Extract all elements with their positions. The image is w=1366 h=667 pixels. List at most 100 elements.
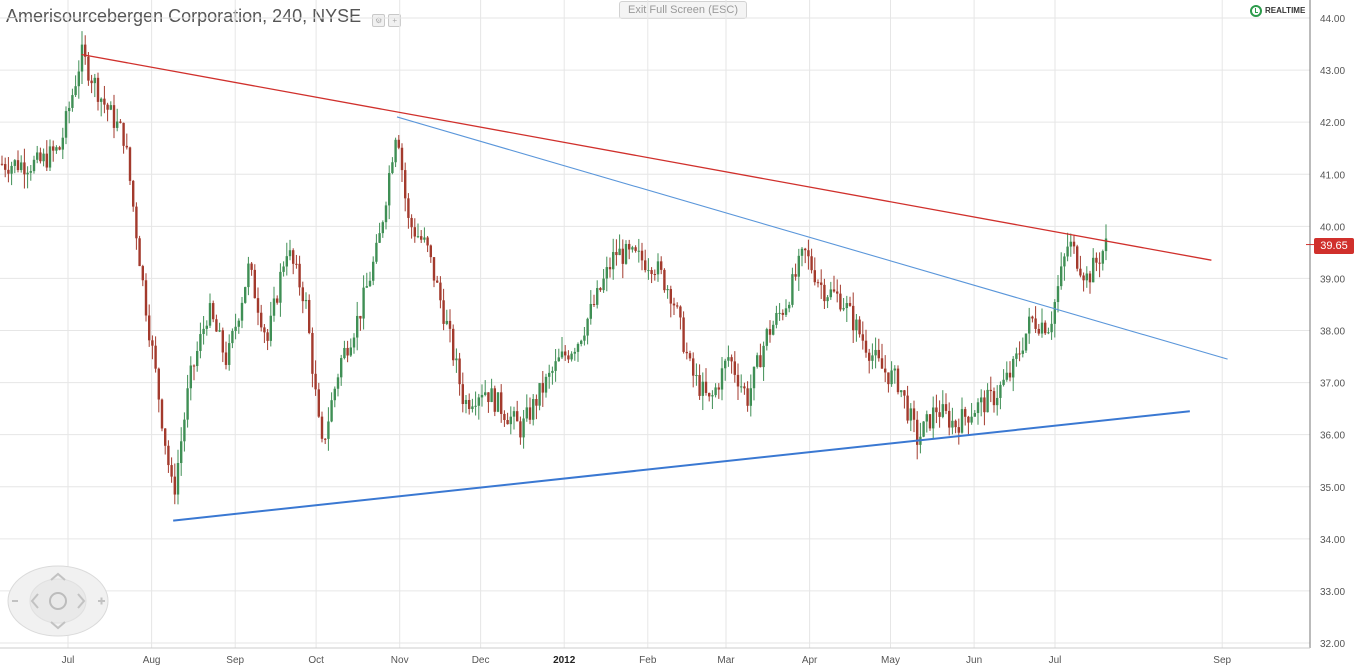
candle-body bbox=[516, 411, 519, 422]
candle-body bbox=[586, 318, 589, 336]
candle-body bbox=[906, 395, 909, 421]
candle-body bbox=[653, 274, 656, 276]
candle-body bbox=[791, 274, 794, 305]
candle-body bbox=[23, 162, 26, 175]
navigation-pad[interactable] bbox=[6, 564, 110, 638]
support-trendline bbox=[173, 410, 1190, 522]
candle-body bbox=[845, 303, 848, 309]
candle-body bbox=[160, 399, 164, 429]
candle-body bbox=[314, 373, 317, 390]
add-icon[interactable]: + bbox=[388, 13, 402, 27]
candle-body bbox=[189, 365, 192, 389]
candle-body bbox=[29, 171, 32, 173]
candle-body bbox=[874, 349, 877, 356]
candle-body bbox=[340, 358, 343, 378]
candle-body bbox=[1028, 316, 1031, 334]
candle-body bbox=[1015, 353, 1018, 359]
candle-body bbox=[304, 299, 308, 302]
candle-body bbox=[925, 414, 928, 422]
candle-body bbox=[52, 146, 55, 151]
candle-body bbox=[829, 289, 832, 298]
chevron-up-icon[interactable] bbox=[50, 572, 66, 581]
candle-body bbox=[346, 347, 349, 356]
candle-body bbox=[26, 172, 29, 175]
candle-body bbox=[941, 404, 944, 417]
candle-body bbox=[397, 139, 400, 148]
candle-body bbox=[951, 420, 954, 428]
exit-fullscreen-button[interactable]: Exit Full Screen (ESC) bbox=[619, 1, 747, 19]
candle-body bbox=[71, 95, 74, 108]
candle-body bbox=[116, 121, 119, 128]
title-icons[interactable]: ⚙ + bbox=[372, 7, 404, 28]
candle-body bbox=[413, 227, 416, 237]
candle-body bbox=[839, 293, 842, 310]
candle-body bbox=[858, 319, 861, 335]
candle-body bbox=[151, 340, 154, 346]
candle-body bbox=[864, 340, 868, 353]
candle-body bbox=[1072, 241, 1076, 247]
candle-body bbox=[740, 386, 743, 388]
candle-body bbox=[954, 420, 957, 428]
candle-body bbox=[970, 416, 973, 423]
y-tick-label: 44.00 bbox=[1320, 14, 1345, 25]
last-price-badge: 39.65 bbox=[1314, 238, 1354, 254]
candle-body bbox=[352, 337, 356, 348]
candle-body bbox=[378, 233, 381, 243]
candle-body bbox=[701, 381, 704, 396]
candle-body bbox=[1056, 286, 1060, 303]
candle-body bbox=[0, 163, 4, 165]
candle-body bbox=[500, 392, 503, 414]
candle-body bbox=[93, 77, 96, 84]
candle-body bbox=[1037, 328, 1040, 334]
chevron-right-icon[interactable] bbox=[77, 593, 86, 609]
candle-body bbox=[992, 391, 996, 406]
candle-body bbox=[391, 162, 394, 174]
candle-body bbox=[548, 372, 551, 377]
candle-body bbox=[608, 267, 612, 270]
candle-body bbox=[400, 147, 404, 171]
x-tick-label: Jul bbox=[1049, 655, 1062, 666]
candle-body bbox=[964, 409, 967, 417]
candle-body bbox=[506, 420, 509, 425]
x-tick-label: May bbox=[881, 655, 900, 666]
candle-body bbox=[68, 107, 71, 112]
candle-body bbox=[224, 352, 228, 365]
candle-body bbox=[519, 421, 522, 438]
candle-body bbox=[279, 271, 282, 303]
candle-body bbox=[884, 368, 887, 373]
zoom-in-icon[interactable] bbox=[98, 597, 105, 605]
candle-body bbox=[58, 147, 61, 150]
candle-body bbox=[381, 222, 384, 234]
candle-body bbox=[96, 77, 100, 102]
candle-body bbox=[487, 392, 490, 403]
y-tick-label: 35.00 bbox=[1320, 483, 1345, 494]
candle-body bbox=[292, 250, 295, 264]
candle-body bbox=[157, 368, 160, 400]
candle-body bbox=[212, 303, 215, 320]
candle-body bbox=[410, 217, 413, 228]
candle-body bbox=[589, 303, 592, 319]
candle-body bbox=[605, 267, 608, 279]
candle-body bbox=[77, 71, 80, 87]
candle-body bbox=[420, 236, 423, 240]
candle-body bbox=[762, 345, 765, 368]
candle-body bbox=[743, 386, 746, 389]
candle-body bbox=[1085, 273, 1088, 281]
candle-body bbox=[855, 319, 858, 331]
candle-body bbox=[1021, 350, 1024, 354]
candle-body bbox=[272, 298, 276, 316]
candle-body bbox=[1063, 256, 1066, 267]
candle-body bbox=[570, 353, 573, 360]
chevron-left-icon[interactable] bbox=[30, 593, 39, 609]
chevron-down-icon[interactable] bbox=[50, 621, 66, 630]
settings-icon[interactable]: ⚙ bbox=[372, 13, 386, 27]
candle-body bbox=[896, 368, 900, 393]
reset-icon[interactable] bbox=[49, 592, 67, 610]
candle-body bbox=[343, 347, 346, 359]
candle-body bbox=[541, 383, 544, 393]
candle-body bbox=[877, 349, 880, 359]
candle-body bbox=[1095, 257, 1098, 263]
candle-body bbox=[976, 402, 980, 414]
candle-body bbox=[624, 243, 628, 264]
